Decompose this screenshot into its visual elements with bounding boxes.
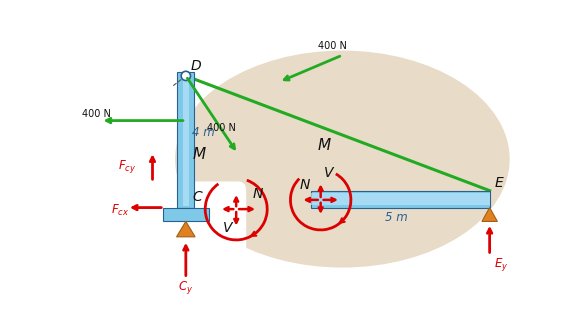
Text: $V$: $V$ <box>323 166 335 180</box>
Text: $E$: $E$ <box>493 176 504 190</box>
Polygon shape <box>311 191 490 208</box>
Text: $E_y$: $E_y$ <box>493 256 508 273</box>
Text: 400 N: 400 N <box>82 109 111 119</box>
Text: $F_{cx}$: $F_{cx}$ <box>112 203 130 218</box>
Text: 5 m: 5 m <box>385 211 408 224</box>
Text: 400 N: 400 N <box>207 122 236 133</box>
Text: 4 m: 4 m <box>192 126 215 139</box>
Polygon shape <box>183 73 189 206</box>
Text: $N$: $N$ <box>299 178 311 192</box>
Text: $C_y$: $C_y$ <box>178 279 193 296</box>
Text: $F_{cy}$: $F_{cy}$ <box>118 158 136 175</box>
Polygon shape <box>178 72 195 208</box>
Text: $N$: $N$ <box>251 187 263 201</box>
Polygon shape <box>482 208 497 221</box>
Polygon shape <box>163 208 209 221</box>
FancyBboxPatch shape <box>137 182 245 302</box>
Text: $C$: $C$ <box>192 190 204 205</box>
Text: $M$: $M$ <box>192 146 207 162</box>
Text: 400 N: 400 N <box>318 41 347 51</box>
Polygon shape <box>311 193 490 205</box>
Polygon shape <box>176 221 195 237</box>
Ellipse shape <box>176 51 509 267</box>
Circle shape <box>181 71 191 80</box>
Text: $D$: $D$ <box>191 59 203 73</box>
Text: $M$: $M$ <box>317 137 332 153</box>
Text: $V$: $V$ <box>222 221 234 235</box>
